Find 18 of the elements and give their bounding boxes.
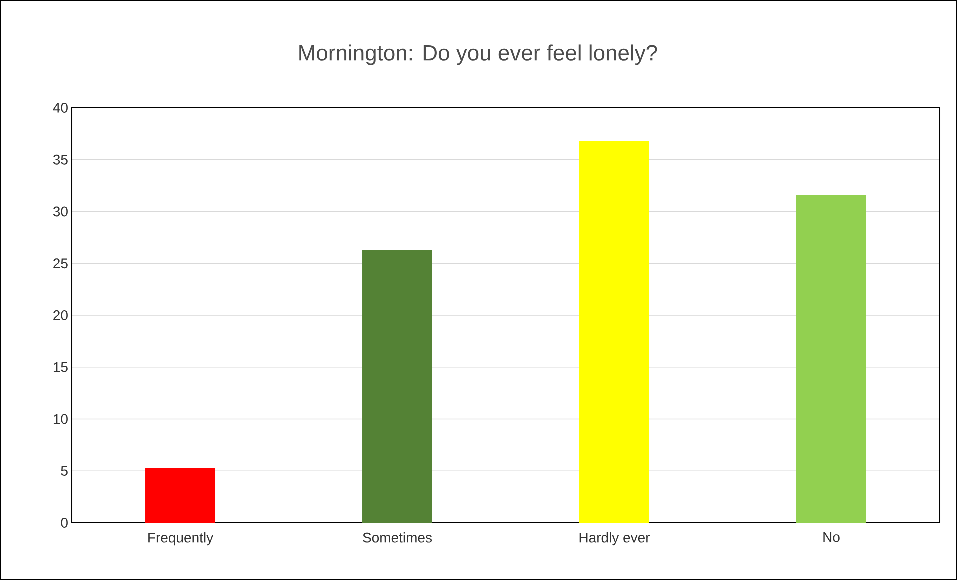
bar xyxy=(580,141,650,523)
y-tick-label: 0 xyxy=(61,518,68,528)
y-tick-label: 35 xyxy=(53,154,68,165)
x-tick-label: Sometimes xyxy=(363,532,432,543)
bar xyxy=(796,195,867,523)
y-tick-label: 20 xyxy=(54,310,68,320)
y-tick-label: 5 xyxy=(61,466,68,476)
x-tick-label: Hardly ever xyxy=(580,532,650,546)
bar xyxy=(146,468,216,523)
y-tick-label: 10 xyxy=(54,414,68,424)
y-tick-label: 15 xyxy=(54,362,68,372)
chart-title: Mornington: Do you ever feel lonely? xyxy=(300,44,658,66)
bar xyxy=(362,250,433,523)
y-tick-label: 30 xyxy=(53,206,68,217)
y-tick-label: 40 xyxy=(53,103,68,113)
x-tick-label: No xyxy=(824,532,840,542)
y-tick-label: 25 xyxy=(54,258,68,269)
x-tick-label: Frequently xyxy=(148,532,214,546)
